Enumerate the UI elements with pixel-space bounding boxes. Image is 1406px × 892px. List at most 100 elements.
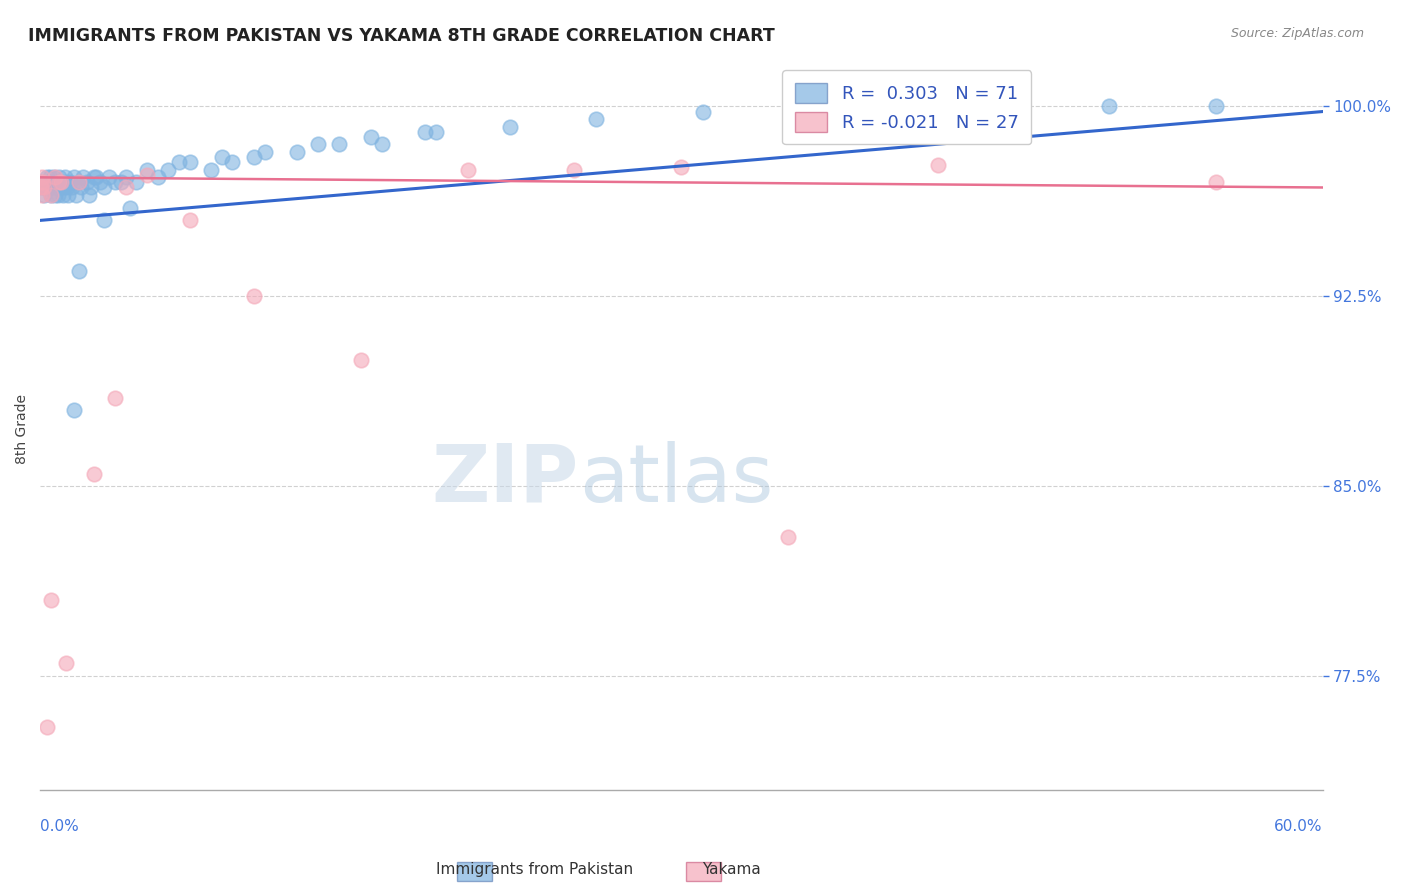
Point	[360, 129, 382, 144]
Point	[53, 170, 76, 185]
Point	[34, 188, 56, 202]
Point	[114, 180, 136, 194]
Point	[84, 170, 107, 185]
Point	[221, 155, 243, 169]
Point	[60, 180, 83, 194]
Point	[72, 170, 94, 185]
Point	[42, 180, 65, 194]
Point	[56, 180, 79, 194]
Text: IMMIGRANTS FROM PAKISTAN VS YAKAMA 8TH GRADE CORRELATION CHART: IMMIGRANTS FROM PAKISTAN VS YAKAMA 8TH G…	[28, 27, 775, 45]
Point	[31, 188, 53, 202]
Point	[67, 176, 90, 190]
Point	[38, 176, 60, 190]
Text: Yakama: Yakama	[702, 863, 761, 877]
Point	[39, 188, 62, 202]
Text: Immigrants from Pakistan: Immigrants from Pakistan	[436, 863, 633, 877]
Point	[1205, 176, 1227, 190]
Point	[32, 176, 55, 190]
FancyBboxPatch shape	[686, 862, 721, 881]
Point	[44, 170, 66, 185]
Point	[93, 180, 115, 194]
Text: 60.0%: 60.0%	[1274, 819, 1323, 834]
Point	[39, 188, 62, 202]
Point	[51, 188, 73, 202]
Point	[328, 137, 350, 152]
Point	[42, 170, 65, 185]
Point	[93, 213, 115, 227]
Point	[83, 170, 105, 185]
Point	[63, 403, 86, 417]
Point	[179, 213, 201, 227]
Point	[104, 176, 127, 190]
Point	[350, 352, 373, 367]
Point	[585, 112, 607, 127]
Point	[38, 170, 60, 185]
Point	[52, 180, 75, 194]
Point	[30, 180, 52, 194]
Point	[67, 176, 90, 190]
Point	[59, 176, 82, 190]
Point	[35, 170, 58, 185]
Point	[499, 120, 522, 134]
Point	[167, 155, 190, 169]
Point	[97, 170, 120, 185]
Point	[37, 180, 59, 194]
Point	[45, 180, 67, 194]
FancyBboxPatch shape	[457, 862, 492, 881]
Point	[34, 180, 56, 194]
Point	[46, 176, 69, 190]
Point	[30, 176, 52, 190]
Point	[110, 176, 132, 190]
Point	[211, 150, 233, 164]
Point	[692, 104, 714, 119]
Point	[77, 188, 100, 202]
Point	[841, 99, 863, 113]
Point	[146, 170, 169, 185]
Point	[104, 391, 127, 405]
Point	[69, 180, 91, 194]
Point	[44, 188, 66, 202]
Point	[927, 158, 949, 172]
Point	[55, 657, 77, 671]
Point	[35, 720, 58, 734]
Point	[51, 176, 73, 190]
Point	[243, 150, 266, 164]
Point	[65, 188, 87, 202]
Legend: R =  0.303   N = 71, R = -0.021   N = 27: R = 0.303 N = 71, R = -0.021 N = 27	[782, 70, 1032, 145]
Point	[157, 162, 180, 177]
Point	[48, 176, 70, 190]
Point	[49, 180, 72, 194]
Point	[55, 176, 77, 190]
Point	[425, 125, 447, 139]
Point	[118, 201, 141, 215]
Point	[31, 170, 53, 185]
Point	[63, 170, 86, 185]
Point	[80, 180, 103, 194]
Point	[39, 593, 62, 607]
Point	[67, 264, 90, 278]
Point	[125, 176, 148, 190]
Point	[76, 176, 98, 190]
Point	[200, 162, 222, 177]
Point	[114, 170, 136, 185]
Point	[1205, 99, 1227, 113]
Point	[307, 137, 329, 152]
Text: 0.0%: 0.0%	[41, 819, 79, 834]
Point	[253, 145, 276, 159]
Text: atlas: atlas	[579, 441, 773, 519]
Text: ZIP: ZIP	[432, 441, 579, 519]
Point	[243, 289, 266, 303]
Point	[413, 125, 436, 139]
Text: Source: ZipAtlas.com: Source: ZipAtlas.com	[1230, 27, 1364, 40]
Point	[89, 176, 111, 190]
Point	[179, 155, 201, 169]
Point	[371, 137, 394, 152]
Point	[564, 162, 586, 177]
Point	[56, 188, 79, 202]
Point	[671, 160, 693, 174]
Point	[778, 530, 800, 544]
Point	[285, 145, 308, 159]
Point	[136, 168, 159, 182]
Point	[31, 180, 53, 194]
Point	[136, 162, 159, 177]
